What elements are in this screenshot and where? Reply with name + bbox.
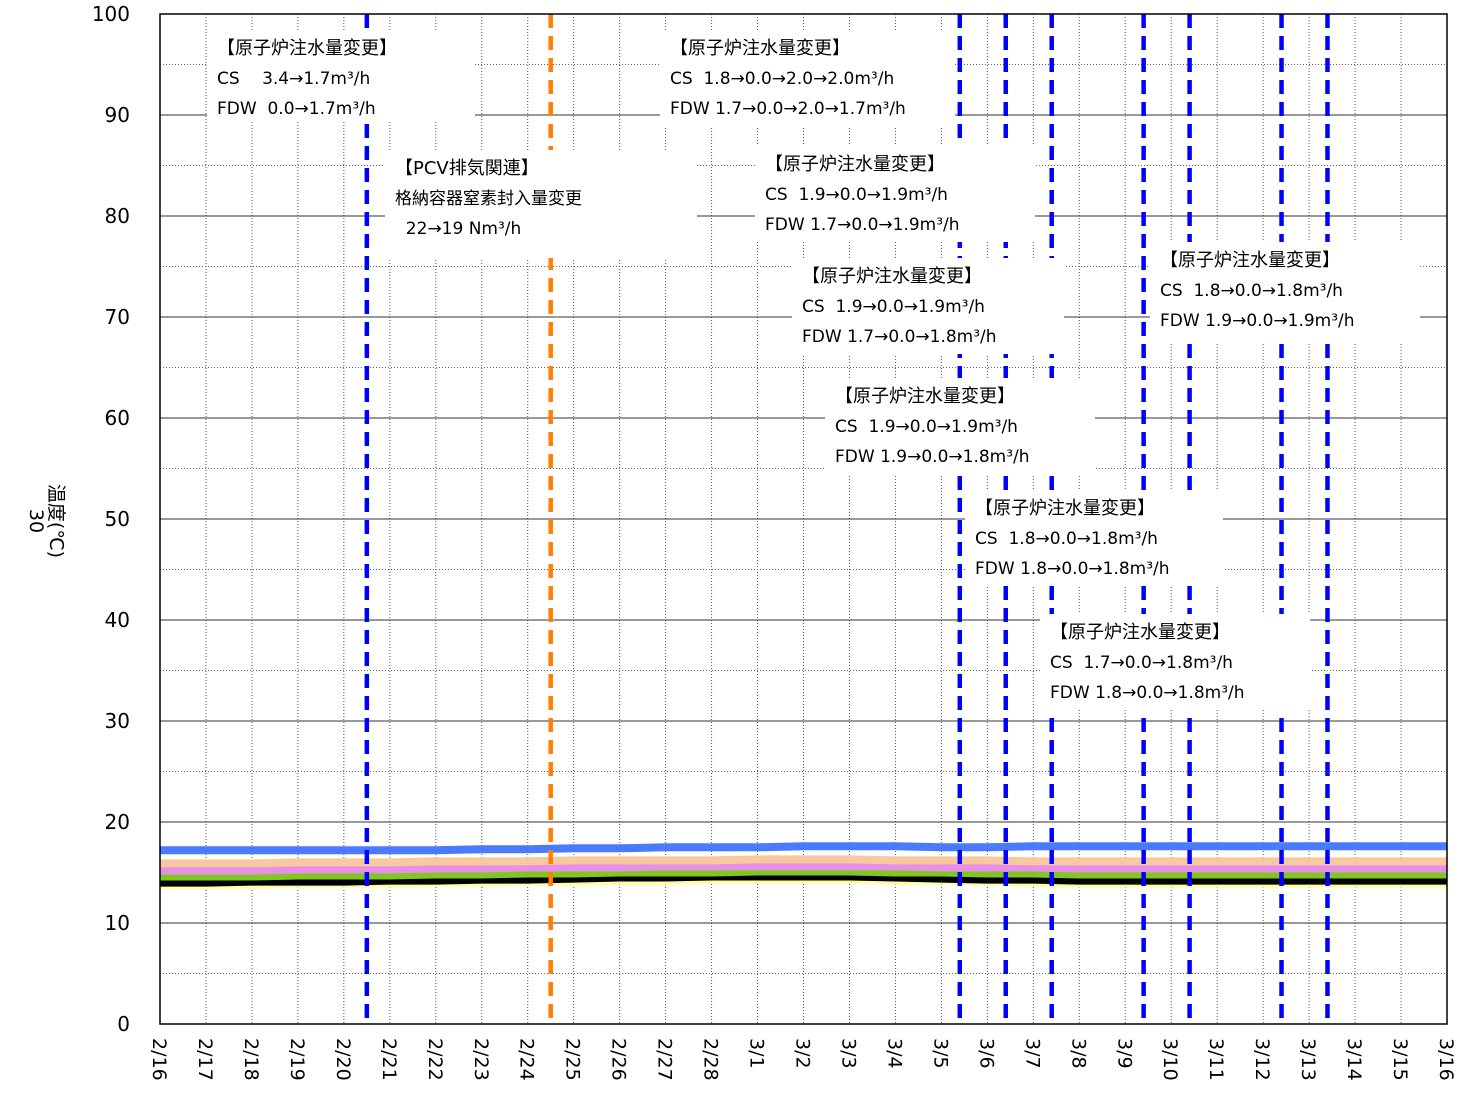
annotation-box: 【原子炉注水量変更】 CS 1.9→0.0→1.9m³/h FDW 1.7→0.0→… (755, 146, 1035, 242)
x-tick-label: 3/9 (1113, 1038, 1135, 1069)
axes: 0 10 20 30 40 50 60 70 80 90 100 2/16 2/17 2/18 2/19 2/… (92, 2, 1457, 1081)
annotation-text: FDW 1.8→0.0→1.8m³/h (1050, 683, 1245, 703)
series-line (160, 872, 1447, 887)
annotation-box: 【PCV排気関連】格納容器窒素封入量変更 22→19 Nm³/h (385, 150, 697, 258)
annotation-text: 【原子炉注水量変更】 (217, 38, 397, 59)
annotation-background (660, 30, 955, 126)
x-tick-label: 2/26 (608, 1038, 630, 1081)
x-tick-label: 3/5 (929, 1038, 951, 1069)
y-axis-label-top: 30 (25, 509, 47, 533)
x-tick-label: 3/7 (1021, 1038, 1043, 1069)
series-line (160, 855, 1447, 868)
plot-frame (159, 13, 1448, 1025)
annotation-text: CS 1.8→0.0→1.8m³/h (975, 529, 1158, 549)
x-tick-label: 3/11 (1205, 1038, 1227, 1081)
series-line (160, 862, 1447, 875)
x-tick-label: 2/19 (286, 1038, 308, 1081)
annotation-text: 【原子炉注水量変更】 (1160, 250, 1340, 271)
x-tick-label: 2/22 (424, 1038, 446, 1081)
series-line (160, 842, 1447, 855)
annotation-text: 【原子炉注水量変更】 (975, 498, 1155, 519)
y-tick-label: 90 (105, 103, 130, 127)
annotation-text: FDW 0.0→1.7m³/h (217, 99, 376, 119)
annotation-text: CS 1.9→0.0→1.9m³/h (765, 185, 948, 205)
x-tick-label: 3/3 (837, 1038, 859, 1069)
annotation-box: 【原子炉注水量変更】 CS 1.8→0.0→2.0→2.0m³/h FDW 1.7→… (660, 30, 955, 126)
annotation-text: CS 1.7→0.0→1.8m³/h (1050, 653, 1233, 673)
annotation-background (385, 150, 697, 258)
x-tick-label: 3/10 (1159, 1038, 1181, 1081)
annotation-text: 【原子炉注水量変更】 (802, 266, 982, 287)
annotation-box: 【原子炉注水量変更】 CS 1.9→0.0→1.9m³/h FDW 1.9→0.0→… (825, 378, 1095, 474)
y-tick-label: 60 (105, 406, 130, 430)
series-layer (160, 842, 1447, 889)
x-tick-label: 2/16 (148, 1038, 170, 1081)
annotation-text: CS 1.9→0.0→1.9m³/h (835, 417, 1018, 437)
x-tick-label: 2/24 (516, 1038, 538, 1081)
annotation-background (965, 490, 1223, 586)
y-tick-label: 0 (117, 1012, 130, 1036)
x-tick-label: 3/15 (1389, 1038, 1411, 1081)
x-tick-label: 2/21 (378, 1038, 400, 1081)
x-tick-label: 3/14 (1343, 1038, 1365, 1081)
y-tick-label: 50 (105, 507, 130, 531)
annotation-text: CS 1.8→0.0→2.0→2.0m³/h (670, 69, 894, 89)
y-tick-label: 10 (105, 911, 130, 935)
annotation-text: 【原子炉注水量変更】 (765, 154, 945, 175)
annotation-background (207, 30, 475, 122)
annotation-text: FDW 1.7→0.0→2.0→1.7m³/h (670, 99, 906, 119)
x-tick-label: 3/1 (746, 1038, 768, 1069)
annotation-background (1150, 242, 1420, 342)
y-tick-label: 80 (105, 204, 130, 228)
annotation-background (755, 146, 1035, 242)
y-axis-label: 温度(℃) (45, 484, 67, 558)
annotation-background (825, 378, 1095, 474)
annotation-text: 【原子炉注水量変更】 (835, 386, 1015, 407)
annotation-text: 22→19 Nm³/h (395, 219, 521, 239)
x-tick-label: 3/8 (1067, 1038, 1089, 1069)
series-line (160, 867, 1447, 881)
x-tick-label: 2/27 (654, 1038, 676, 1081)
annotation-text: 【PCV排気関連】 (395, 158, 539, 179)
x-tick-label: 2/25 (562, 1038, 584, 1081)
x-tick-label: 2/20 (332, 1038, 354, 1081)
x-tick-label: 3/12 (1251, 1038, 1273, 1081)
y-tick-label: 70 (105, 305, 130, 329)
annotation-text: CS 1.9→0.0→1.9m³/h (802, 297, 985, 317)
x-tick-label: 2/23 (470, 1038, 492, 1081)
annotation-background (792, 258, 1064, 354)
event-lines (364, 14, 1330, 1024)
annotation-text: FDW 1.9→0.0→1.9m³/h (1160, 311, 1355, 331)
annotation-background (1040, 614, 1310, 710)
annotation-box: 【原子炉注水量変更】 CS 1.8→0.0→1.8m³/h FDW 1.9→0.0→… (1150, 242, 1420, 342)
x-tick-label: 3/13 (1297, 1038, 1319, 1081)
annotation-text: FDW 1.7→0.0→1.9m³/h (765, 215, 960, 235)
annotation-text: FDW 1.8→0.0→1.8m³/h (975, 559, 1170, 579)
annotation-text: 【原子炉注水量変更】 (670, 38, 850, 59)
annotation-text: FDW 1.9→0.0→1.8m³/h (835, 447, 1030, 467)
annotation-box: 【原子炉注水量変更】 CS 1.9→0.0→1.9m³/h FDW 1.7→0.0→… (792, 258, 1064, 354)
x-tick-label: 3/4 (883, 1038, 905, 1069)
x-tick-label: 2/18 (240, 1038, 262, 1081)
x-tick-label: 2/17 (194, 1038, 216, 1081)
y-tick-label: 20 (105, 810, 130, 834)
annotation-box: 【原子炉注水量変更】 CS 3.4→1.7m³/h FDW 0.0→1.7m³/h (207, 30, 475, 122)
x-tick-label: 3/2 (792, 1038, 814, 1069)
annotation-box: 【原子炉注水量変更】 CS 1.7→0.0→1.8m³/h FDW 1.8→0.0→… (1040, 614, 1310, 710)
annotation-text: CS 1.8→0.0→1.8m³/h (1160, 281, 1343, 301)
annotation-text: FDW 1.7→0.0→1.8m³/h (802, 327, 997, 347)
x-tick-label: 3/16 (1435, 1038, 1457, 1081)
annotation-text: CS 3.4→1.7m³/h (217, 69, 370, 89)
x-tick-label: 2/28 (700, 1038, 722, 1081)
x-tick-label: 3/6 (975, 1038, 997, 1069)
annotation-box: 【原子炉注水量変更】 CS 1.8→0.0→1.8m³/h FDW 1.8→0.0→… (965, 490, 1223, 586)
y-tick-label: 30 (105, 709, 130, 733)
y-tick-label: 40 (105, 608, 130, 632)
y-tick-label: 100 (92, 2, 130, 26)
annotation-text: 【原子炉注水量変更】 (1050, 622, 1230, 643)
annotation-text: 格納容器窒素封入量変更 (395, 189, 582, 209)
